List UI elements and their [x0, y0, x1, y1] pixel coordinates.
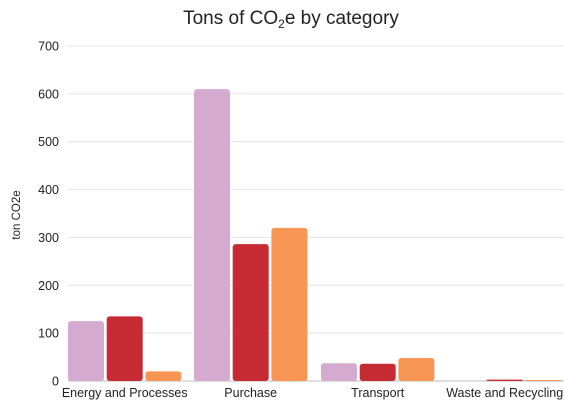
bar [398, 358, 435, 381]
x-tick-label: Purchase [224, 386, 277, 400]
y-tick-label: 700 [38, 40, 59, 54]
bar [321, 363, 357, 381]
gridlines [68, 45, 564, 382]
bar [486, 379, 523, 381]
y-tick-label: 200 [38, 279, 59, 293]
bar [68, 321, 104, 381]
bar [232, 244, 269, 381]
y-axis-ticks: 0 100 200 300 400 500 600 700 [38, 40, 59, 389]
bar [359, 363, 396, 381]
bar [525, 380, 562, 381]
y-tick-label: 100 [38, 327, 59, 341]
x-tick-label: Waste and Recycling [446, 386, 563, 400]
y-tick-label: 500 [38, 135, 59, 149]
bar [145, 371, 182, 381]
chart-title-tail: e by category [285, 8, 400, 29]
chart-title-subscript: 2 [278, 17, 285, 31]
chart-title-main: Tons of CO [183, 8, 278, 29]
chart-title: Tons of CO2e by category [183, 8, 399, 31]
bar [106, 316, 143, 381]
y-axis-title: ton CO2e [11, 190, 23, 239]
bar [194, 89, 230, 382]
y-tick-label: 0 [52, 375, 59, 389]
y-tick-label: 600 [38, 87, 59, 101]
x-axis-labels: Energy and Processes Purchase Transport Was… [62, 386, 563, 400]
x-tick-label: Transport [351, 386, 405, 400]
bars [68, 89, 562, 382]
x-tick-label: Energy and Processes [62, 386, 188, 400]
y-tick-label: 400 [38, 183, 59, 197]
bar [271, 227, 308, 381]
y-tick-label: 300 [38, 231, 59, 245]
